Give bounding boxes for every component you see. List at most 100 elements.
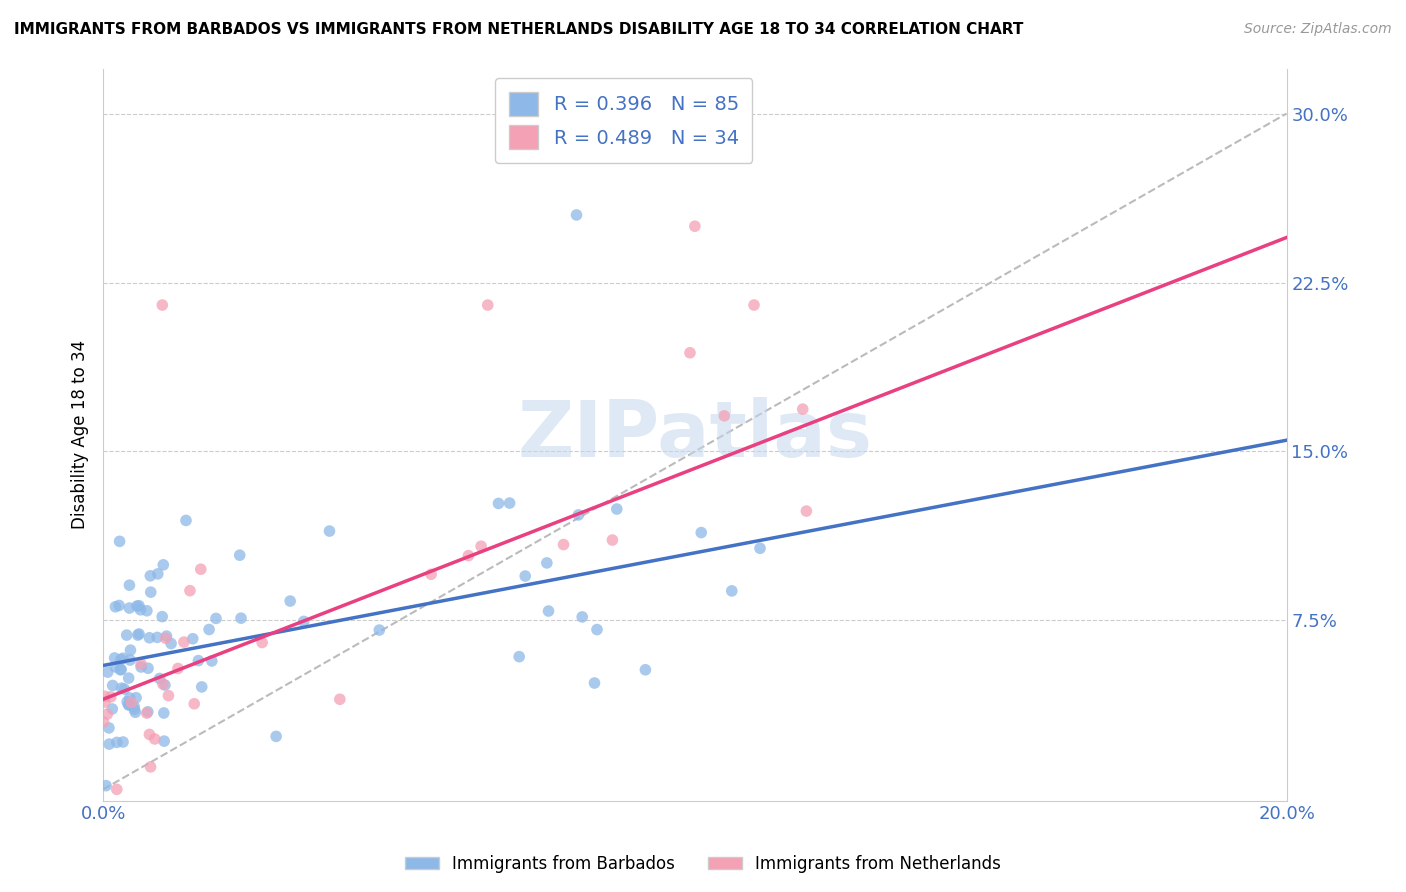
Point	[112, 681, 135, 696]
Point	[228, 548, 250, 562]
Point	[97, 665, 120, 679]
Point	[96, 707, 118, 722]
Point	[125, 690, 148, 705]
Point	[125, 599, 148, 613]
Point	[583, 676, 606, 690]
Point	[98, 737, 121, 751]
Point	[118, 671, 141, 685]
Point	[571, 610, 593, 624]
Point	[136, 661, 159, 675]
Text: Source: ZipAtlas.com: Source: ZipAtlas.com	[1244, 22, 1392, 37]
Point	[118, 601, 141, 615]
Point	[94, 690, 117, 704]
Point	[470, 539, 492, 553]
Point	[329, 692, 352, 706]
Point	[565, 208, 588, 222]
Point	[129, 660, 152, 674]
Point	[112, 735, 135, 749]
Legend: Immigrants from Barbados, Immigrants from Netherlands: Immigrants from Barbados, Immigrants fro…	[399, 848, 1007, 880]
Point	[136, 705, 159, 719]
Point	[115, 628, 138, 642]
Point	[683, 219, 706, 234]
Point	[118, 653, 141, 667]
Point	[110, 681, 132, 695]
Point	[139, 585, 162, 599]
Point	[679, 345, 702, 359]
Point	[150, 298, 173, 312]
Point	[105, 782, 128, 797]
Point	[139, 760, 162, 774]
Point	[477, 298, 499, 312]
Point	[110, 663, 132, 677]
Point	[135, 604, 157, 618]
Point	[536, 556, 558, 570]
Point	[160, 636, 183, 650]
Point	[167, 661, 190, 675]
Point	[690, 525, 713, 540]
Point	[124, 702, 146, 716]
Point	[749, 541, 772, 556]
Point	[103, 651, 125, 665]
Point	[122, 699, 145, 714]
Point	[139, 569, 162, 583]
Point	[128, 627, 150, 641]
Point	[150, 609, 173, 624]
Point	[292, 615, 315, 629]
Point	[713, 409, 735, 423]
Point	[94, 779, 117, 793]
Point	[205, 611, 228, 625]
Point	[120, 643, 142, 657]
Point	[515, 569, 537, 583]
Point	[152, 558, 174, 572]
Point	[108, 599, 131, 613]
Point	[93, 714, 115, 729]
Point	[97, 721, 120, 735]
Point	[146, 566, 169, 581]
Point	[537, 604, 560, 618]
Point	[105, 735, 128, 749]
Point	[110, 663, 132, 677]
Point	[720, 583, 742, 598]
Point	[278, 594, 301, 608]
Point	[173, 635, 195, 649]
Point	[153, 706, 176, 720]
Point	[368, 623, 391, 637]
Point	[264, 730, 287, 744]
Point	[602, 533, 624, 547]
Point	[148, 672, 170, 686]
Point	[174, 513, 197, 527]
Legend: R = 0.396   N = 85, R = 0.489   N = 34: R = 0.396 N = 85, R = 0.489 N = 34	[495, 78, 752, 162]
Text: IMMIGRANTS FROM BARBADOS VS IMMIGRANTS FROM NETHERLANDS DISABILITY AGE 18 TO 34 : IMMIGRANTS FROM BARBADOS VS IMMIGRANTS F…	[14, 22, 1024, 37]
Point	[318, 524, 340, 538]
Point	[508, 649, 530, 664]
Point	[115, 695, 138, 709]
Point	[152, 677, 174, 691]
Point	[138, 631, 160, 645]
Point	[250, 635, 273, 649]
Point	[94, 695, 117, 709]
Point	[586, 623, 609, 637]
Point	[138, 727, 160, 741]
Point	[229, 611, 252, 625]
Text: ZIPatlas: ZIPatlas	[517, 397, 872, 473]
Point	[135, 706, 157, 720]
Point	[153, 678, 176, 692]
Y-axis label: Disability Age 18 to 34: Disability Age 18 to 34	[72, 340, 89, 529]
Point	[100, 690, 122, 704]
Point	[104, 660, 127, 674]
Point	[155, 632, 177, 646]
Point	[742, 298, 765, 312]
Point	[190, 680, 212, 694]
Point	[128, 599, 150, 613]
Point	[792, 402, 814, 417]
Point	[117, 698, 139, 712]
Point	[101, 678, 124, 692]
Point	[124, 706, 146, 720]
Point	[118, 690, 141, 705]
Point	[143, 731, 166, 746]
Point	[187, 654, 209, 668]
Point	[104, 599, 127, 614]
Point	[120, 695, 142, 709]
Point	[498, 496, 520, 510]
Point	[110, 652, 132, 666]
